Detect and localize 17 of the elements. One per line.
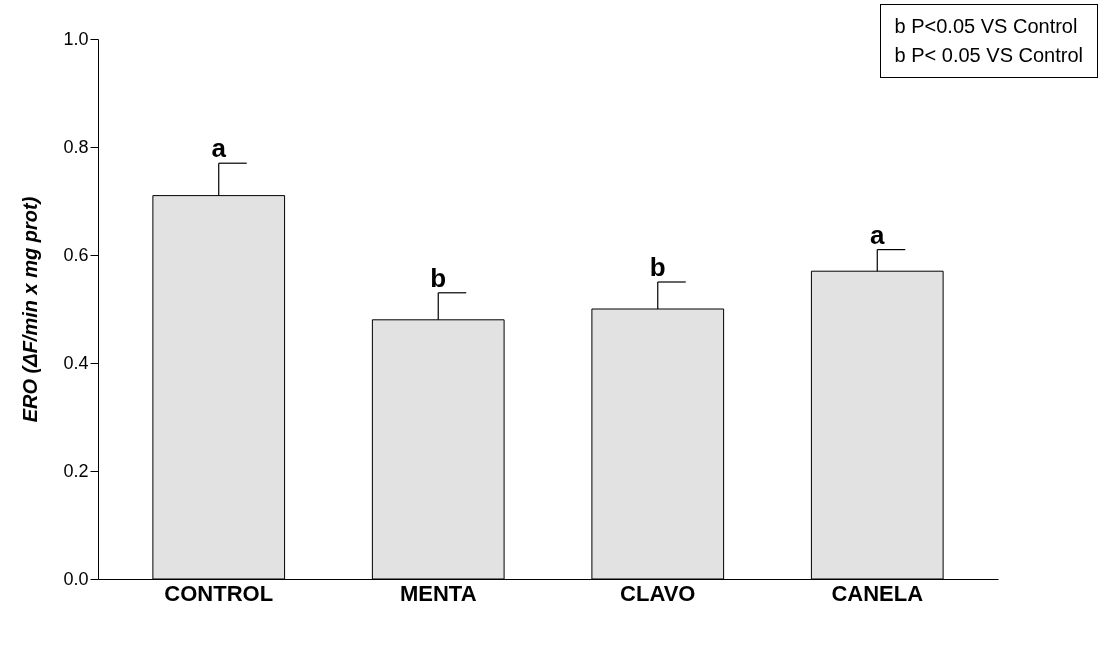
y-tick-label: 0.8 bbox=[63, 136, 89, 157]
x-tick-label: CANELA bbox=[831, 580, 924, 606]
x-tick-label: CLAVO bbox=[620, 580, 696, 606]
y-tick-label: 0.6 bbox=[63, 244, 89, 265]
y-tick-label: 0.0 bbox=[63, 568, 89, 589]
y-tick-label: 1.0 bbox=[63, 28, 89, 49]
text: b P<0.05 VS Control bbox=[894, 15, 1079, 38]
annotation: b bbox=[430, 262, 447, 293]
x-tick-label: CONTROL bbox=[164, 580, 274, 606]
x-tick-label: MENTA bbox=[399, 580, 477, 606]
annotation: a bbox=[870, 219, 886, 250]
y-tick-label: 0.2 bbox=[63, 460, 89, 481]
y-axis-title: ERO (ΔF/min x mg prot) bbox=[19, 196, 42, 423]
annotation: a bbox=[211, 133, 227, 164]
annotation: b P< 0.05 VS Control bbox=[894, 44, 1083, 67]
y-tick-label: 0.4 bbox=[63, 352, 89, 373]
annotation: b bbox=[649, 252, 666, 282]
